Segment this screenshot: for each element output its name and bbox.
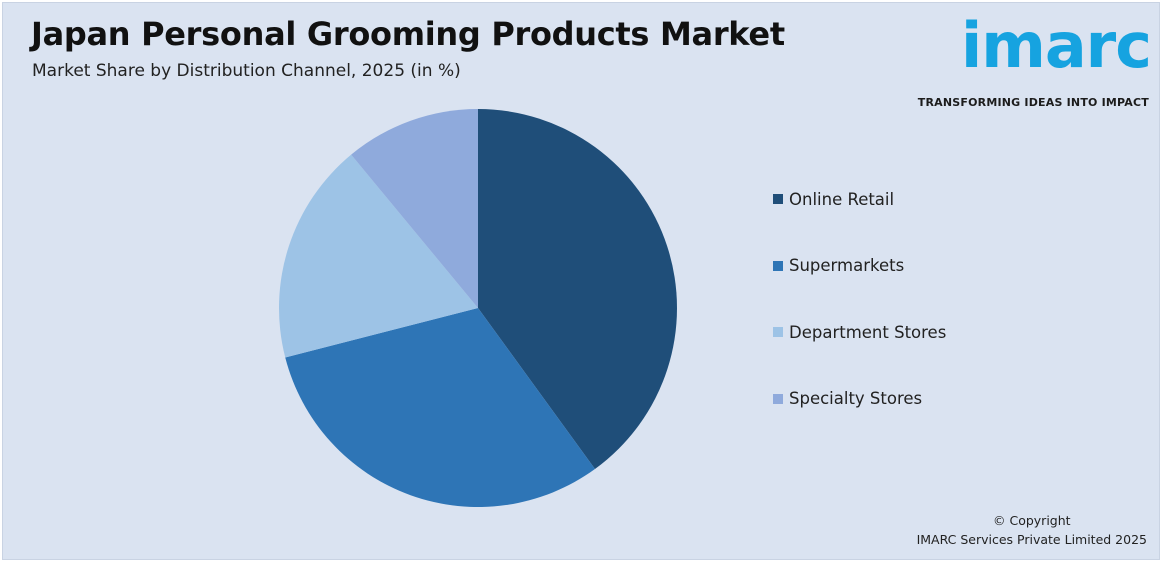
copyright-line: © Copyright [993, 513, 1071, 528]
legend-item: Department Stores [773, 321, 946, 343]
legend-label: Supermarkets [789, 256, 905, 275]
pie-chart [279, 109, 677, 507]
legend-item: Specialty Stores [773, 388, 946, 410]
logo-wordmark: imarc [960, 9, 1152, 82]
pie-slice-supermarkets [285, 308, 595, 507]
legend-label: Online Retail [789, 189, 895, 209]
copyright-company: IMARC Services Private Limited 2025 [916, 532, 1147, 547]
legend-item: Online Retail [773, 188, 946, 210]
legend-swatch [773, 393, 783, 404]
chart-subtitle: Market Share by Distribution Channel, 20… [32, 61, 461, 81]
chart-title: Japan Personal Grooming Products Market [31, 15, 785, 53]
legend-label: Department Stores [789, 322, 947, 342]
legend-swatch [773, 327, 783, 337]
legend-swatch [773, 260, 783, 271]
imarc-logo: imarc TRANSFORMING IDEAS INTO IMPACT [918, 9, 1152, 111]
pie-slice-department-stores [279, 154, 478, 358]
copyright-block: © Copyright IMARC Services Private Limit… [917, 511, 1147, 549]
logo-tagline: TRANSFORMING IDEAS INTO IMPACT [917, 96, 1149, 109]
pie-slice-online-retail [478, 109, 677, 469]
legend-item: Supermarkets [773, 255, 946, 277]
legend-label: Specialty Stores [789, 389, 923, 408]
pie-slice-specialty-stores [351, 109, 478, 308]
chart-legend: Online Retail Supermarkets Department Stor… [773, 188, 946, 454]
legend-swatch [773, 194, 783, 204]
